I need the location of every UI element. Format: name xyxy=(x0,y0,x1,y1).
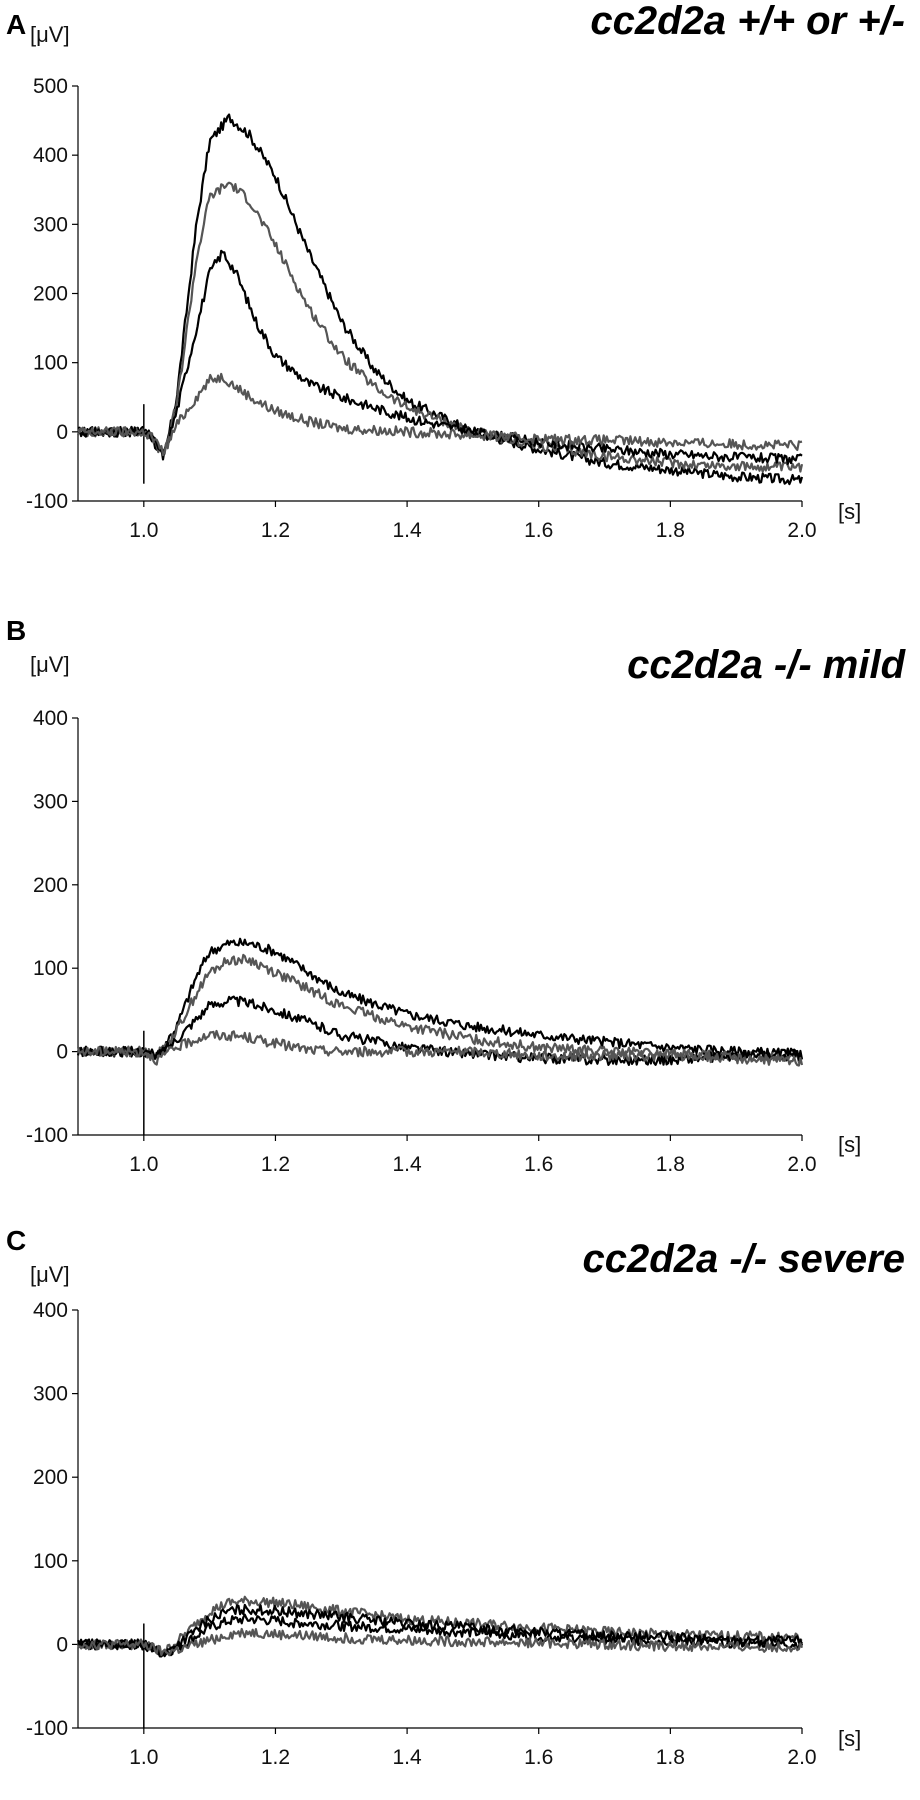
y-tick-label: 400 xyxy=(33,144,68,167)
x-tick-label: 1.4 xyxy=(392,1153,422,1176)
y-tick-label: 100 xyxy=(33,352,68,375)
panel-b: B [μV] cc2d2a -/- mild [s] 400 300 200 100 0… xyxy=(6,615,907,1176)
y-tick-label: 100 xyxy=(33,957,68,980)
x-tick-label: 1.0 xyxy=(129,1746,158,1769)
panel-title: cc2d2a -/- severe xyxy=(583,1237,905,1281)
erg-trace xyxy=(76,937,803,1060)
y-tick-label: 0 xyxy=(56,1041,68,1064)
panel-title: cc2d2a +/+ or +/- xyxy=(590,0,905,43)
y-tick-label: 400 xyxy=(33,707,68,730)
erg-trace xyxy=(77,372,803,457)
x-tick-label: 1.6 xyxy=(524,1746,553,1769)
x-tick-label: 1.8 xyxy=(656,519,685,542)
y-tick-label: -100 xyxy=(26,490,68,513)
y-axis-unit-label: [μV] xyxy=(30,652,70,677)
x-axis-unit-label: [s] xyxy=(838,1132,861,1157)
panel-label: A xyxy=(6,9,26,40)
panel-a: A [μV] cc2d2a +/+ or +/- [s] 500 400 300 20… xyxy=(6,0,905,542)
plot-area: 400 300 200 100 0 -100 1.0 1.2 1.4 1.6 1.8 2.0 xyxy=(26,1299,817,1769)
x-tick-label: 1.8 xyxy=(656,1746,685,1769)
y-tick-label: 100 xyxy=(33,1550,68,1573)
erg-trace xyxy=(77,1627,804,1657)
y-tick-label: 300 xyxy=(33,790,68,813)
x-tick-label: 1.6 xyxy=(524,1153,553,1176)
y-tick-label: 200 xyxy=(33,1466,68,1489)
x-tick-label: 1.0 xyxy=(129,1153,158,1176)
erg-trace xyxy=(76,1613,804,1658)
x-axis-unit-label: [s] xyxy=(838,1726,861,1751)
y-tick-label: 500 xyxy=(33,75,68,98)
x-axis-unit-label: [s] xyxy=(838,499,861,524)
y-axis-unit-label: [μV] xyxy=(30,22,70,47)
x-tick-label: 1.8 xyxy=(656,1153,685,1176)
y-tick-label: 200 xyxy=(33,874,68,897)
x-tick-label: 1.4 xyxy=(392,519,422,542)
x-tick-label: 2.0 xyxy=(787,519,816,542)
y-tick-label: -100 xyxy=(26,1717,68,1740)
y-axis-unit-label: [μV] xyxy=(30,1262,70,1287)
y-tick-label: 0 xyxy=(56,1633,68,1656)
erg-trace xyxy=(77,249,803,466)
x-tick-label: 1.2 xyxy=(261,1153,290,1176)
y-tick-label: 400 xyxy=(33,1299,68,1322)
erg-trace xyxy=(77,995,804,1066)
x-tick-label: 1.4 xyxy=(392,1746,422,1769)
plot-area: 400 300 200 100 0 -100 1.0 1.2 1.4 1.6 1.8 2.0 xyxy=(26,707,817,1176)
erg-trace xyxy=(76,181,804,473)
erg-trace xyxy=(77,113,804,486)
y-tick-label: 300 xyxy=(33,213,68,236)
y-tick-label: 200 xyxy=(33,283,68,306)
panel-title: cc2d2a -/- mild xyxy=(627,643,906,687)
x-tick-label: 1.2 xyxy=(261,1746,290,1769)
y-tick-label: 300 xyxy=(33,1383,68,1406)
panel-label: C xyxy=(6,1225,26,1256)
x-tick-label: 1.0 xyxy=(129,519,158,542)
y-tick-label: -100 xyxy=(26,1124,68,1147)
x-tick-label: 2.0 xyxy=(787,1746,816,1769)
erg-trace xyxy=(76,1029,804,1067)
y-tick-label: 0 xyxy=(56,421,68,444)
plot-area: 500 400 300 200 100 0 -100 1.0 1.2 1.4 1.6 1.8 2.0 xyxy=(26,75,817,542)
x-tick-label: 1.6 xyxy=(524,519,553,542)
panel-c: C [μV] cc2d2a -/- severe [s] 400 300 200 10… xyxy=(6,1225,905,1769)
panel-label: B xyxy=(6,615,26,646)
x-tick-label: 2.0 xyxy=(787,1153,816,1176)
x-tick-label: 1.2 xyxy=(261,519,290,542)
